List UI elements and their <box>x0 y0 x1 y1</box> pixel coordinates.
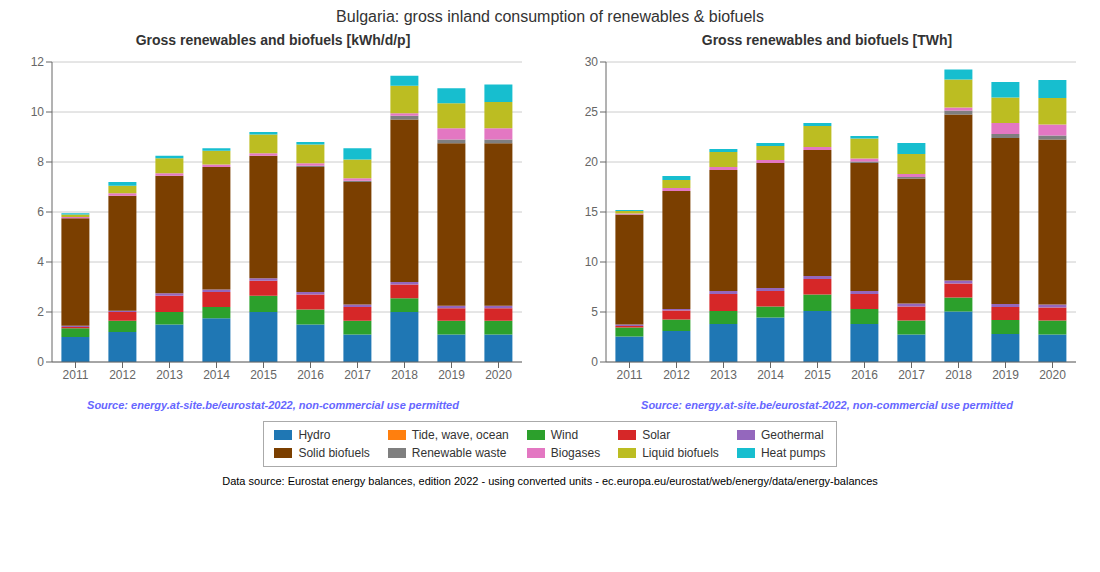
svg-text:2013: 2013 <box>710 368 737 382</box>
html-text:Wind: Wind <box>550 428 579 442</box>
svg-text:2018: 2018 <box>945 368 972 382</box>
svg-text:2019: 2019 <box>438 368 465 382</box>
svg-text:2019: 2019 <box>992 368 1019 382</box>
html-text:Gross renewables and biofuels: Gross renewables and biofuels [TWh] <box>701 32 953 48</box>
svg-text:2018: 2018 <box>391 368 418 382</box>
svg-text:2012: 2012 <box>109 368 136 382</box>
html-text:Source: energy.at-site.be/euro: Source: energy.at-site.be/eurostat-2022,… <box>641 399 1013 411</box>
svg-text:30: 30 <box>585 55 599 69</box>
svg-text:2017: 2017 <box>898 368 925 382</box>
svg-text:10: 10 <box>31 105 45 119</box>
html-text:Geothermal: Geothermal <box>760 428 824 442</box>
svg-text:2012: 2012 <box>663 368 690 382</box>
svg-text:8: 8 <box>37 155 44 169</box>
svg-text:15: 15 <box>585 205 599 219</box>
svg-text:2: 2 <box>37 305 44 319</box>
html-text:Renewable waste: Renewable waste <box>411 446 507 460</box>
svg-text:0: 0 <box>591 355 598 369</box>
svg-text:5: 5 <box>591 305 598 319</box>
svg-text:2015: 2015 <box>804 368 831 382</box>
html-text:Solid biofuels: Solid biofuels <box>298 446 370 460</box>
svg-text:2011: 2011 <box>63 368 89 382</box>
svg-text:2017: 2017 <box>344 368 371 382</box>
svg-text:2015: 2015 <box>250 368 277 382</box>
svg-text:0: 0 <box>37 355 44 369</box>
html-text:Hydro: Hydro <box>298 428 331 442</box>
html-text:Tide, wave, ocean: Tide, wave, ocean <box>411 428 509 442</box>
svg-text:2013: 2013 <box>156 368 183 382</box>
svg-text:2020: 2020 <box>485 368 512 382</box>
svg-text:12: 12 <box>31 55 45 69</box>
html-text:Solar: Solar <box>642 428 671 442</box>
html-text:Biogases: Biogases <box>550 446 601 460</box>
svg-text:2016: 2016 <box>297 368 324 382</box>
html-text:Liquid biofuels: Liquid biofuels <box>642 446 719 460</box>
svg-text:25: 25 <box>585 105 599 119</box>
html-text:Bulgaria: gross inland consump: Bulgaria: gross inland consumption of re… <box>336 8 764 25</box>
svg-text:4: 4 <box>37 255 44 269</box>
svg-text:2014: 2014 <box>203 368 230 382</box>
svg-text:2011: 2011 <box>617 368 643 382</box>
html-text:Source: energy.at-site.be/euro: Source: energy.at-site.be/eurostat-2022,… <box>87 399 459 411</box>
html-text:Data source: Eurostat energy b: Data source: Eurostat energy balances, e… <box>222 475 878 487</box>
svg-text:10: 10 <box>585 255 599 269</box>
svg-text:2014: 2014 <box>757 368 784 382</box>
svg-text:20: 20 <box>585 155 599 169</box>
svg-text:6: 6 <box>37 205 44 219</box>
html-text:Gross renewables and biofuels: Gross renewables and biofuels [kWh/d/p] <box>135 32 411 48</box>
svg-text:2020: 2020 <box>1039 368 1066 382</box>
html-text:Heat pumps: Heat pumps <box>760 446 826 460</box>
svg-text:2016: 2016 <box>851 368 878 382</box>
